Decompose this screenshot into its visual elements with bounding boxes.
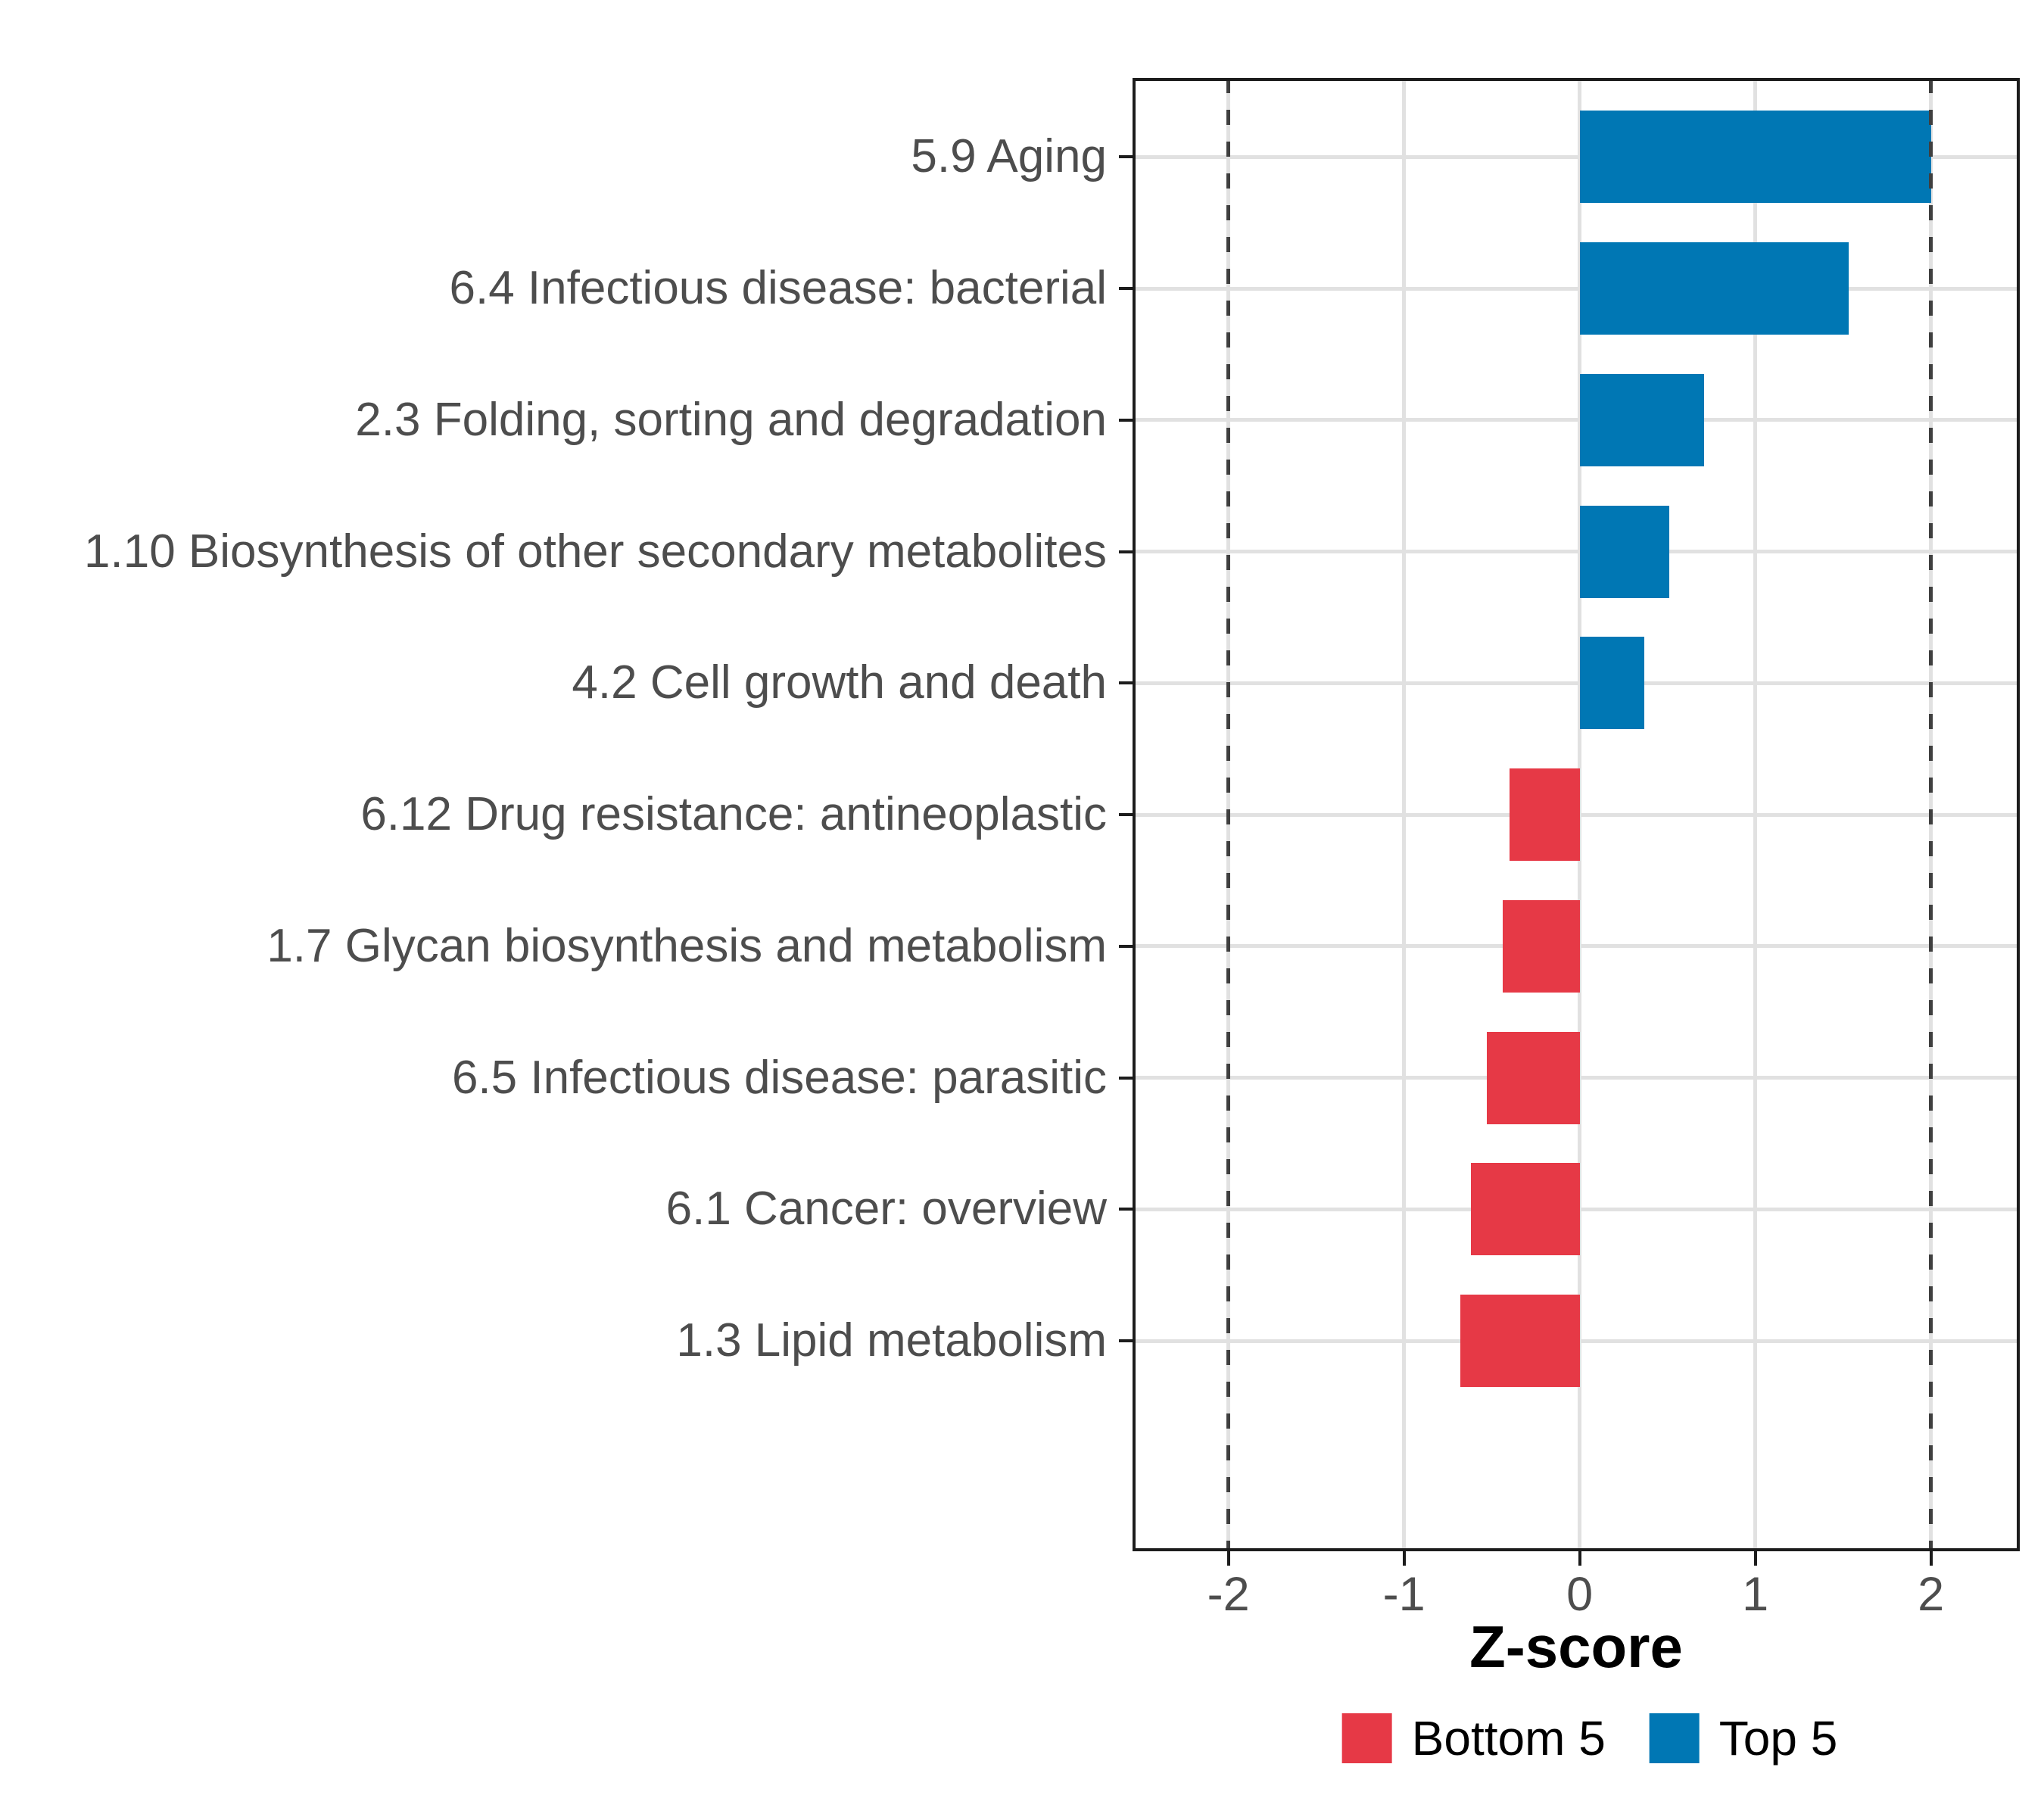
panel-border <box>1133 78 2020 1551</box>
x-axis-title: Z-score <box>1469 1613 1683 1680</box>
category-label: 1.7 Glycan biosynthesis and metabolism <box>266 919 1107 972</box>
category-label: 6.12 Drug resistance: antineoplastic <box>360 788 1107 840</box>
y-gridline <box>1133 154 2020 159</box>
bar <box>1579 505 1669 598</box>
top5-swatch-icon <box>1649 1713 1700 1763</box>
bar <box>1470 1163 1580 1256</box>
bar <box>1579 373 1705 466</box>
legend-label-bottom5: Bottom 5 <box>1411 1711 1606 1766</box>
x-tick-mark <box>1402 1551 1406 1566</box>
x-tick-label: 1 <box>1742 1568 1769 1621</box>
x-tick-mark <box>1578 1551 1581 1566</box>
x-tick-mark <box>1929 1551 1933 1566</box>
category-label: 6.5 Infectious disease: parasitic <box>451 1051 1107 1104</box>
bar <box>1502 899 1580 993</box>
y-tick-mark <box>1119 1339 1133 1342</box>
x-tick-label: -2 <box>1207 1568 1250 1621</box>
y-tick-mark <box>1119 418 1133 422</box>
y-gridline <box>1133 681 2020 685</box>
reference-line <box>1929 78 1933 1551</box>
y-tick-mark <box>1119 287 1133 290</box>
legend-item-bottom5: Bottom 5 <box>1341 1711 1606 1766</box>
y-tick-mark <box>1119 1076 1133 1080</box>
y-gridline <box>1133 286 2020 291</box>
y-gridline <box>1133 418 2020 422</box>
x-tick-mark <box>1226 1551 1230 1566</box>
bar <box>1460 1295 1580 1387</box>
category-label: 6.1 Cancer: overview <box>665 1183 1107 1236</box>
reference-line <box>1226 78 1231 1551</box>
category-label: 2.3 Folding, sorting and degradation <box>355 393 1107 446</box>
legend: Bottom 5 Top 5 <box>1341 1711 1838 1766</box>
y-tick-mark <box>1119 813 1133 816</box>
x-gridline <box>1402 78 1407 1551</box>
category-label: 1.10 Biosynthesis of other secondary met… <box>84 525 1107 578</box>
category-label: 6.4 Infectious disease: bacterial <box>449 262 1107 314</box>
y-tick-mark <box>1119 1208 1133 1211</box>
bottom5-swatch-icon <box>1341 1713 1392 1763</box>
y-tick-mark <box>1119 681 1133 685</box>
bar <box>1579 637 1645 730</box>
legend-item-top5: Top 5 <box>1649 1711 1838 1766</box>
bar <box>1486 1031 1580 1124</box>
y-tick-mark <box>1119 944 1133 948</box>
y-tick-mark <box>1119 155 1133 159</box>
bar <box>1579 111 1931 204</box>
x-tick-label: -1 <box>1382 1568 1426 1621</box>
category-label: 5.9 Aging <box>911 130 1107 183</box>
category-label: 4.2 Cell growth and death <box>572 656 1107 709</box>
legend-label-top5: Top 5 <box>1718 1711 1838 1766</box>
plot-panel <box>1133 78 2020 1551</box>
x-tick-label: 0 <box>1566 1568 1594 1621</box>
bar <box>1509 768 1580 861</box>
category-label: 1.3 Lipid metabolism <box>676 1314 1107 1367</box>
y-tick-mark <box>1119 550 1133 553</box>
bar <box>1579 242 1849 335</box>
x-gridline <box>1753 78 1758 1551</box>
x-tick-mark <box>1753 1551 1757 1566</box>
y-gridline <box>1133 550 2020 553</box>
x-gridline <box>1578 78 1582 1551</box>
x-tick-label: 2 <box>1918 1568 1945 1621</box>
